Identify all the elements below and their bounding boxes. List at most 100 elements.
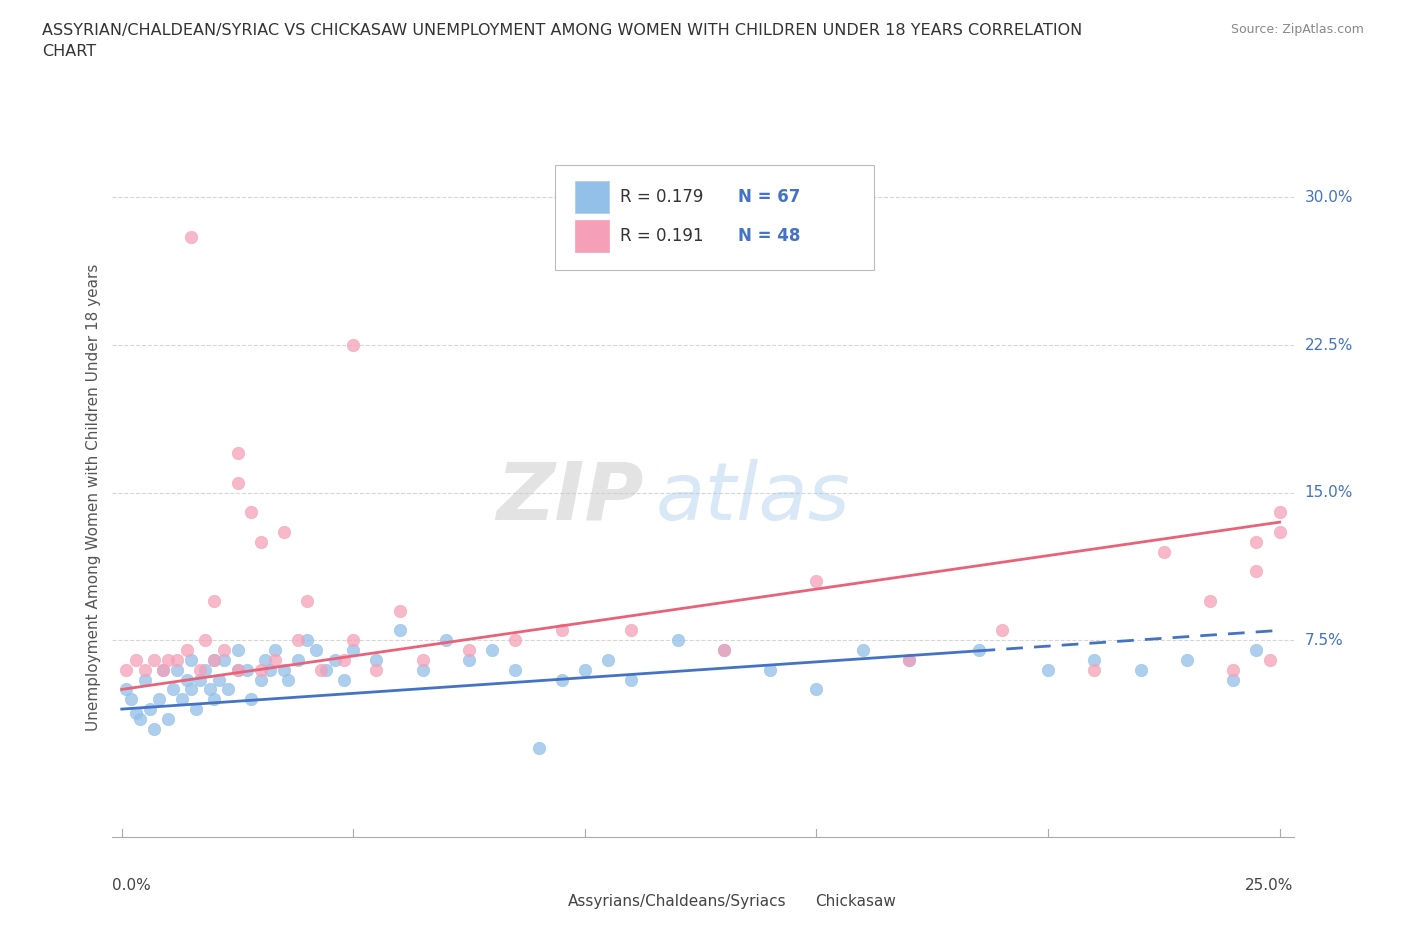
Point xyxy=(1083,653,1105,668)
Point xyxy=(263,653,285,668)
Point xyxy=(226,662,249,677)
Text: 22.5%: 22.5% xyxy=(1305,338,1353,352)
Point xyxy=(458,643,481,658)
Point xyxy=(180,682,202,697)
Point xyxy=(620,672,643,687)
Text: atlas: atlas xyxy=(655,458,851,537)
Point xyxy=(162,682,184,697)
Point xyxy=(138,701,160,716)
Point xyxy=(1129,662,1152,677)
Point xyxy=(323,653,346,668)
Point xyxy=(852,643,875,658)
Point xyxy=(212,643,235,658)
Point xyxy=(1268,525,1291,539)
Point xyxy=(1260,653,1282,668)
Point xyxy=(129,711,152,726)
Point xyxy=(806,574,828,589)
Point xyxy=(259,662,281,677)
Point xyxy=(342,338,364,352)
Point xyxy=(240,505,263,520)
Point xyxy=(295,632,318,647)
Point xyxy=(124,706,146,721)
Point xyxy=(898,653,921,668)
Text: R = 0.179: R = 0.179 xyxy=(620,188,703,206)
Point xyxy=(212,653,235,668)
Point xyxy=(1222,672,1244,687)
Text: 7.5%: 7.5% xyxy=(1305,632,1343,647)
Text: Source: ZipAtlas.com: Source: ZipAtlas.com xyxy=(1230,23,1364,36)
Point xyxy=(166,662,188,677)
Point xyxy=(1153,544,1175,559)
Point xyxy=(152,662,174,677)
Point xyxy=(388,604,411,618)
Point xyxy=(166,653,188,668)
Text: Assyrians/Chaldeans/Syriacs: Assyrians/Chaldeans/Syriacs xyxy=(568,894,786,909)
Text: 15.0%: 15.0% xyxy=(1305,485,1353,500)
Point xyxy=(412,653,434,668)
Text: ZIP: ZIP xyxy=(496,458,644,537)
Point xyxy=(1175,653,1198,668)
Point xyxy=(170,692,193,707)
Point xyxy=(574,662,596,677)
Text: Chickasaw: Chickasaw xyxy=(815,894,896,909)
Point xyxy=(226,662,249,677)
Text: CHART: CHART xyxy=(42,44,96,59)
Text: 0.0%: 0.0% xyxy=(112,878,152,893)
Point xyxy=(1199,593,1222,608)
Point xyxy=(333,672,356,687)
Point xyxy=(366,653,388,668)
Point xyxy=(180,230,202,245)
Point xyxy=(254,653,277,668)
Point xyxy=(194,632,217,647)
Point xyxy=(226,475,249,490)
Point xyxy=(184,701,207,716)
Point xyxy=(333,653,356,668)
Point xyxy=(596,653,619,668)
Bar xyxy=(575,180,609,213)
Point xyxy=(1268,505,1291,520)
Point xyxy=(249,535,271,550)
Point xyxy=(1246,643,1268,658)
Point xyxy=(551,672,574,687)
Text: R = 0.191: R = 0.191 xyxy=(620,227,704,246)
Bar xyxy=(786,896,811,908)
Point xyxy=(309,662,332,677)
Point xyxy=(190,672,212,687)
Point xyxy=(620,623,643,638)
Point xyxy=(263,643,285,658)
Point xyxy=(249,662,271,677)
Point xyxy=(180,653,202,668)
Point xyxy=(240,692,263,707)
Point xyxy=(124,653,146,668)
Point xyxy=(198,682,221,697)
Point xyxy=(157,653,180,668)
Point xyxy=(202,692,225,707)
Point xyxy=(134,672,156,687)
Point xyxy=(148,692,170,707)
Point xyxy=(1222,662,1244,677)
Point xyxy=(481,643,503,658)
Bar xyxy=(537,896,564,908)
FancyBboxPatch shape xyxy=(555,165,875,270)
Point xyxy=(898,653,921,668)
Text: 25.0%: 25.0% xyxy=(1246,878,1294,893)
Point xyxy=(666,632,689,647)
Point xyxy=(527,741,550,756)
Point xyxy=(152,662,174,677)
Point xyxy=(713,643,735,658)
Point xyxy=(115,682,138,697)
Point xyxy=(505,662,527,677)
Point xyxy=(315,662,337,677)
Point xyxy=(1036,662,1059,677)
Point xyxy=(277,672,299,687)
Point xyxy=(273,525,295,539)
Point xyxy=(120,692,142,707)
Point xyxy=(505,632,527,647)
Point xyxy=(208,672,231,687)
Point xyxy=(202,593,225,608)
Point xyxy=(176,643,198,658)
Point xyxy=(1083,662,1105,677)
Point xyxy=(366,662,388,677)
Point xyxy=(713,643,735,658)
Point xyxy=(134,662,156,677)
